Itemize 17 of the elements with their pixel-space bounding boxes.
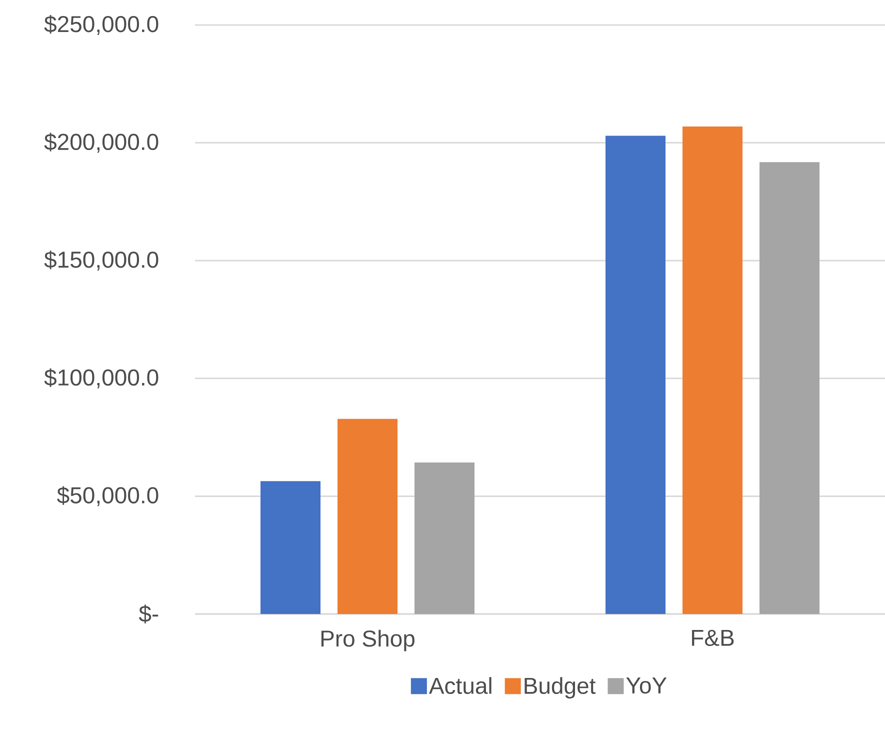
y-tick-label: $-	[138, 604, 158, 624]
y-tick-label: $150,000.0	[44, 250, 158, 271]
y-tick-label: $250,000.0	[44, 15, 158, 35]
x-tick-label: Pro Shop	[321, 630, 414, 652]
y-tick-label: $200,000.0	[44, 132, 158, 153]
bar	[606, 136, 666, 614]
bar	[260, 481, 321, 614]
bar	[760, 162, 820, 614]
legend-label: YoY	[626, 678, 667, 694]
legend-label: Actual	[428, 677, 492, 694]
legend-label: Budget	[524, 677, 596, 699]
bar	[414, 462, 475, 614]
bar	[338, 418, 398, 614]
bar	[682, 126, 743, 614]
x-tick-label: F&B	[692, 630, 734, 646]
y-tick-label: $100,000.0	[44, 368, 158, 388]
y-tick-label: $50,000.0	[57, 486, 158, 506]
